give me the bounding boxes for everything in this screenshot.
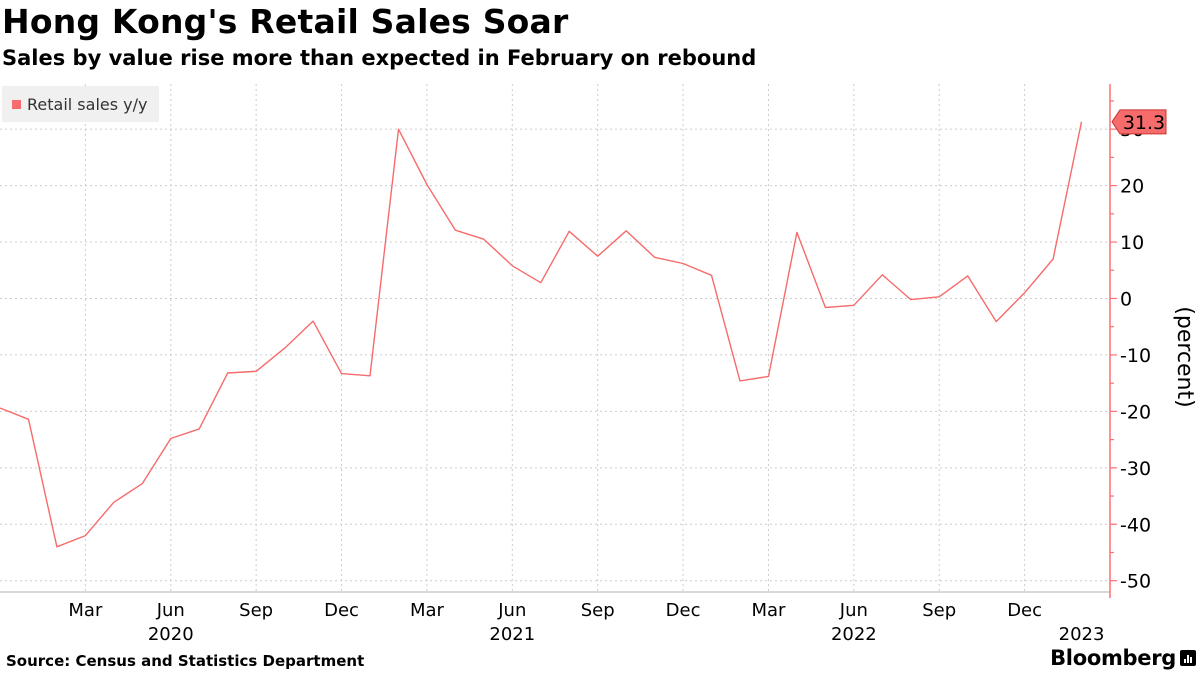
x-year-label: 2022: [831, 624, 877, 645]
x-tick-label: Sep: [922, 600, 956, 621]
source-note: Source: Census and Statistics Department: [6, 652, 365, 670]
x-tick-label: Sep: [581, 600, 615, 621]
x-tick-label: Mar: [68, 600, 103, 621]
x-tick-label: Jun: [497, 600, 526, 621]
y-axis-label: (percent): [1172, 306, 1197, 407]
y-tick-label: -20: [1120, 401, 1151, 423]
y-tick-label: 0: [1120, 288, 1132, 310]
legend: Retail sales y/y: [2, 86, 160, 122]
x-tick-label: Jun: [839, 600, 868, 621]
brand-logo-text: Bloomberg: [1050, 646, 1176, 670]
y-tick-label: 20: [1120, 176, 1144, 198]
x-tick-label: Jun: [156, 600, 185, 621]
y-tick-label: -10: [1120, 345, 1151, 367]
brand: Bloomberg: [1050, 646, 1196, 670]
x-tick-label: Dec: [324, 600, 359, 621]
y-tick-label: -40: [1120, 514, 1151, 536]
x-tick-label: Dec: [666, 600, 701, 621]
x-year-label: 2020: [148, 624, 194, 645]
y-tick-label: -30: [1120, 458, 1151, 480]
y-tick-label: 10: [1120, 232, 1144, 254]
x-tick-label: Mar: [751, 600, 786, 621]
chart-subtitle: Sales by value rise more than expected i…: [2, 46, 757, 70]
legend-label: Retail sales y/y: [27, 94, 148, 114]
chart-bars-icon: [1180, 650, 1196, 666]
chart-title: Hong Kong's Retail Sales Soar: [2, 2, 569, 41]
x-tick-label: Dec: [1007, 600, 1042, 621]
last-value-tag: [1111, 109, 1167, 135]
last-value-label: 31.3: [1123, 112, 1165, 134]
x-tick-label: Sep: [239, 600, 273, 621]
x-tick-label: Mar: [410, 600, 445, 621]
legend-swatch: [12, 99, 21, 109]
x-year-label: 2021: [489, 624, 535, 645]
x-year-label: 2023: [1059, 624, 1105, 645]
series-line-retail-sales: [0, 121, 1083, 548]
y-tick-label: -50: [1120, 571, 1151, 593]
